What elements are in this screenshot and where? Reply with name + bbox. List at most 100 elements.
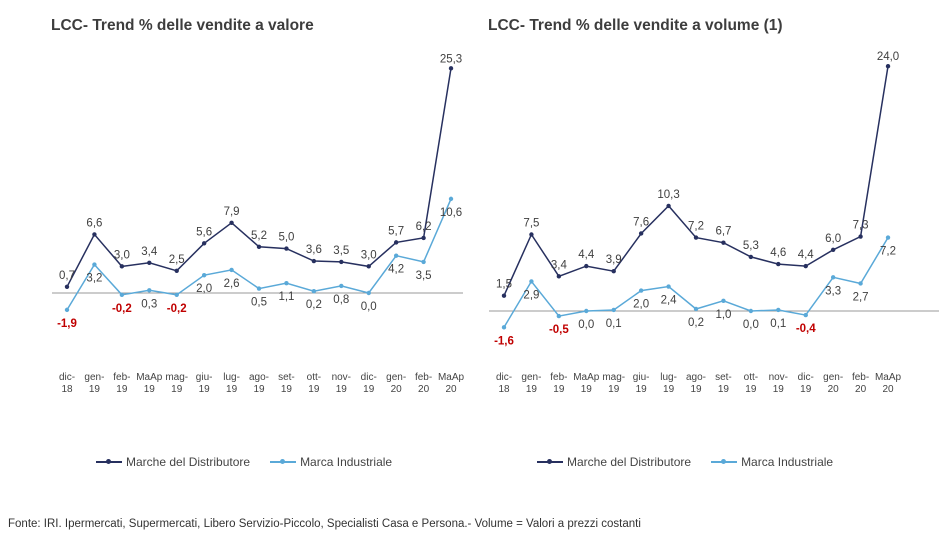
data-point-industrial bbox=[366, 290, 371, 296]
legend-swatch-industrial-icon bbox=[711, 457, 738, 467]
data-point-industrial bbox=[256, 286, 262, 291]
data-point-pl bbox=[256, 244, 262, 250]
x-tick-label: feb-20 bbox=[415, 372, 432, 395]
legend-item-industrial: Marca Industriale bbox=[711, 455, 833, 469]
data-point-pl bbox=[611, 269, 616, 274]
data-point-industrial bbox=[229, 267, 234, 273]
x-tick-label: dic-18 bbox=[496, 372, 512, 395]
data-label-industrial: 2,0 bbox=[633, 299, 649, 311]
legend-label-pl: Marche del Distributore bbox=[126, 455, 251, 469]
data-point-industrial bbox=[201, 273, 207, 278]
data-point-pl bbox=[584, 263, 589, 269]
x-tick-label: gen-19 bbox=[521, 372, 541, 395]
x-tick-label: MaAp 19 bbox=[573, 372, 600, 395]
data-point-pl bbox=[803, 263, 808, 269]
data-point-pl bbox=[311, 258, 317, 264]
data-label-pl: 10,3 bbox=[657, 189, 679, 201]
data-point-pl bbox=[284, 246, 289, 251]
data-label-pl: 3,4 bbox=[141, 246, 158, 258]
data-label-industrial: 2,7 bbox=[853, 291, 869, 303]
x-tick-label: ott-19 bbox=[307, 372, 321, 395]
data-point-pl bbox=[693, 235, 699, 240]
x-tick-label: feb-19 bbox=[550, 372, 567, 395]
data-label-pl: 3,6 bbox=[306, 244, 322, 256]
x-tick-label: MaAp 19 bbox=[136, 372, 163, 395]
data-point-pl bbox=[501, 293, 507, 298]
data-label-industrial: 0,0 bbox=[361, 301, 377, 313]
line-chart-valore: 0,7 6,6 3,0 3,4 2,5 5,6 7,9 5,2 5,0 3,6 3,5 3,0 5,7 6… bbox=[52, 53, 465, 395]
x-tick-label: dic-19 bbox=[361, 372, 377, 395]
x-tick-label: giu-19 bbox=[196, 372, 213, 395]
data-point-pl bbox=[748, 254, 754, 260]
x-tick-label: gen-20 bbox=[823, 372, 843, 395]
x-tick-label: mag-19 bbox=[165, 372, 188, 395]
data-label-pl: 7,3 bbox=[853, 220, 869, 232]
data-point-pl bbox=[366, 264, 371, 269]
data-point-pl bbox=[858, 234, 863, 239]
data-point-pl bbox=[229, 220, 234, 226]
data-label-industrial: -0,4 bbox=[796, 323, 816, 335]
data-label-industrial: 1,0 bbox=[715, 309, 731, 321]
source-footnote: Fonte: IRI. Ipermercati, Supermercati, L… bbox=[8, 518, 641, 530]
x-tick-label: lug-19 bbox=[660, 372, 677, 395]
data-label-pl: 7,6 bbox=[633, 216, 649, 228]
data-point-pl bbox=[421, 235, 426, 241]
data-point-pl bbox=[393, 240, 399, 245]
x-tick-label: nov-19 bbox=[769, 372, 788, 395]
data-label-pl: 1,5 bbox=[496, 279, 512, 291]
data-point-industrial bbox=[339, 283, 344, 289]
data-label-pl: 5,7 bbox=[388, 225, 404, 237]
data-label-pl: 5,2 bbox=[251, 230, 267, 242]
data-label-pl: 4,4 bbox=[798, 249, 815, 261]
data-label-pl: 3,5 bbox=[333, 245, 349, 257]
chart-legend: Marche del Distributore Marca Industrial… bbox=[537, 455, 853, 469]
chart-legend: Marche del Distributore Marca Industrial… bbox=[96, 455, 412, 469]
data-label-industrial: -0,5 bbox=[549, 324, 569, 336]
x-tick-label: gen-20 bbox=[386, 372, 406, 395]
legend-item-pl: Marche del Distributore bbox=[96, 455, 250, 469]
data-label-pl: 25,3 bbox=[440, 53, 462, 65]
data-label-industrial: -0,2 bbox=[167, 303, 187, 315]
data-label-pl: 7,2 bbox=[688, 221, 704, 233]
legend-label-pl: Marche del Distributore bbox=[567, 455, 692, 469]
data-label-pl: 2,5 bbox=[169, 254, 185, 266]
data-label-pl: 3,9 bbox=[606, 254, 622, 266]
data-label-pl: 6,2 bbox=[416, 221, 432, 233]
x-tick-label: lug-19 bbox=[223, 372, 240, 395]
legend-label-industrial: Marca Industriale bbox=[300, 455, 393, 469]
chart-panel-volume: LCC- Trend % delle vendite a volume (1) … bbox=[476, 0, 951, 500]
data-label-industrial: -1,9 bbox=[57, 318, 77, 330]
data-point-industrial bbox=[748, 308, 754, 314]
x-tick-label: ago-19 bbox=[249, 372, 269, 395]
data-label-pl: 4,4 bbox=[578, 249, 595, 261]
data-point-industrial bbox=[92, 262, 97, 267]
data-label-industrial: 2,0 bbox=[196, 283, 212, 295]
chart-title: LCC- Trend % delle vendite a valore bbox=[51, 17, 314, 34]
data-point-pl bbox=[776, 261, 781, 267]
data-point-pl bbox=[201, 241, 207, 246]
data-label-industrial: -0,2 bbox=[112, 303, 132, 315]
data-point-industrial bbox=[501, 325, 507, 330]
data-point-pl bbox=[448, 66, 454, 71]
data-point-industrial bbox=[119, 292, 125, 297]
x-tick-label: gen-19 bbox=[84, 372, 104, 395]
data-label-industrial: 10,6 bbox=[440, 207, 462, 219]
data-label-pl: 5,3 bbox=[743, 240, 759, 252]
data-point-industrial bbox=[858, 281, 863, 286]
data-point-industrial bbox=[885, 235, 891, 240]
data-point-pl bbox=[529, 232, 534, 237]
x-tick-label: feb-20 bbox=[852, 372, 869, 395]
data-point-industrial bbox=[721, 298, 726, 303]
data-label-industrial: 0,1 bbox=[606, 318, 622, 330]
data-point-industrial bbox=[529, 279, 534, 284]
data-point-pl bbox=[147, 260, 152, 266]
data-label-industrial: 0,3 bbox=[141, 298, 157, 310]
legend-label-industrial: Marca Industriale bbox=[741, 455, 834, 469]
data-point-pl bbox=[638, 231, 644, 236]
legend-swatch-pl-icon bbox=[96, 457, 122, 467]
data-label-industrial: 0,5 bbox=[251, 297, 267, 309]
data-point-industrial bbox=[64, 307, 70, 313]
data-label-industrial: 0,0 bbox=[578, 319, 594, 331]
data-label-industrial: 0,1 bbox=[770, 318, 786, 330]
data-label-pl: 7,9 bbox=[224, 206, 240, 218]
